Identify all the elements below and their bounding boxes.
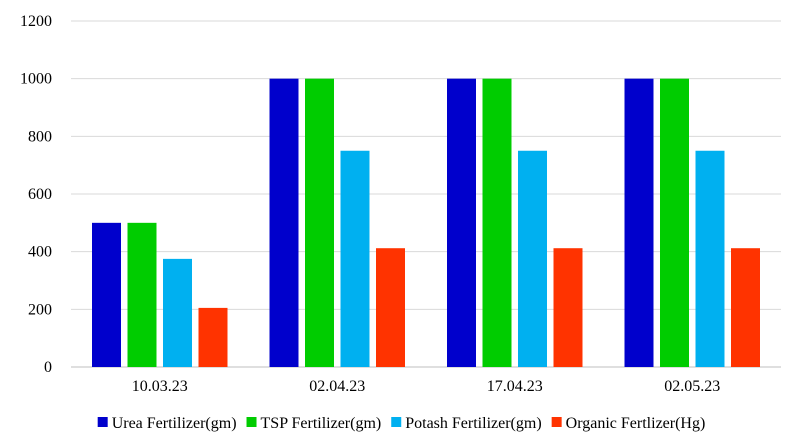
- legend-swatch: [551, 417, 562, 427]
- bar-4-17.04.23: [553, 248, 583, 367]
- legend-item: TSP Fertilizer(gm): [246, 415, 382, 432]
- x-tick-label: 02.05.23: [664, 378, 720, 395]
- y-tick-label: 600: [28, 186, 52, 203]
- y-tick-label: 400: [28, 244, 52, 261]
- x-tick-label: 10.03.23: [132, 378, 188, 395]
- x-axis-tick-labels: 10.03.23 02.04.23 17.04.23 02.05.23: [132, 378, 721, 395]
- bar-1-02.04.23: [269, 78, 299, 368]
- legend-item: Urea Fertilizer(gm): [97, 415, 237, 432]
- bar-2-02.04.23: [305, 78, 334, 368]
- bar-4-02.04.23: [376, 248, 405, 367]
- y-axis-tick-labels: 0 200 400 600 800 1000 1200: [20, 13, 52, 376]
- bar-3-17.04.23: [518, 150, 547, 367]
- y-tick-label: 0: [44, 359, 52, 376]
- bar-4-10.03.23: [198, 307, 228, 367]
- bar-1-17.04.23: [447, 78, 476, 368]
- bar-2-02.05.23: [660, 78, 689, 368]
- bars: [92, 78, 760, 368]
- bar-3-10.03.23: [163, 258, 192, 367]
- legend: Urea Fertilizer(gm) TSP Fertilizer(gm) Pot…: [97, 415, 706, 432]
- bar-4-02.05.23: [731, 248, 760, 367]
- bar-1-10.03.23: [92, 222, 121, 367]
- bar-3-02.05.23: [695, 150, 725, 367]
- y-tick-label: 800: [28, 128, 52, 145]
- legend-label: Urea Fertilizer(gm): [112, 415, 237, 432]
- y-tick-label: 200: [28, 301, 52, 318]
- legend-item: Organic Fertlizer(Hg): [551, 415, 706, 432]
- y-tick-label: 1000: [20, 71, 52, 88]
- y-tick-label: 1200: [20, 13, 52, 30]
- legend-swatch: [391, 417, 402, 427]
- x-tick-label: 02.04.23: [309, 378, 365, 395]
- legend-swatch: [97, 417, 108, 427]
- legend-label: TSP Fertilizer(gm): [261, 415, 382, 432]
- legend-label: Potash Fertilizer(gm): [405, 415, 541, 432]
- bar-2-10.03.23: [127, 222, 157, 367]
- bar-1-02.05.23: [624, 78, 654, 368]
- legend-item: Potash Fertilizer(gm): [391, 415, 542, 432]
- bar-3-02.04.23: [340, 150, 370, 367]
- x-tick-label: 17.04.23: [487, 378, 543, 395]
- legend-swatch: [246, 417, 257, 427]
- bar-2-17.04.23: [482, 78, 512, 368]
- legend-label: Organic Fertlizer(Hg): [566, 415, 706, 432]
